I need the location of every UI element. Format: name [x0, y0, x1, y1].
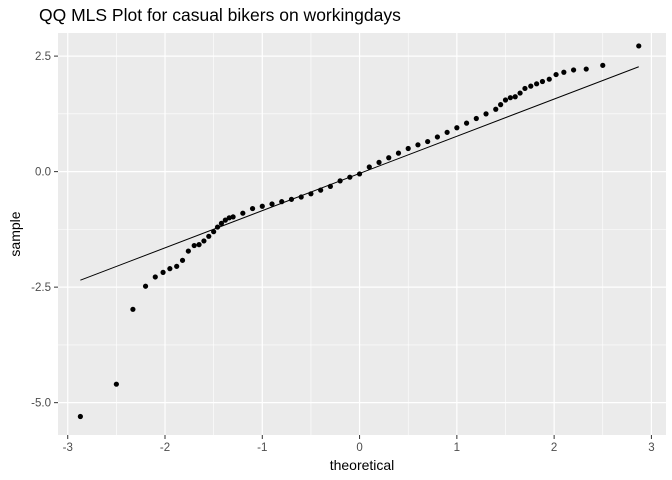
data-point [386, 155, 392, 161]
minor-gridlines [58, 33, 666, 435]
data-point [318, 187, 324, 193]
x-axis: -3 -2 -1 0 1 2 3 [63, 435, 655, 454]
data-point [196, 242, 202, 248]
data-point [512, 94, 518, 100]
data-point [222, 217, 228, 223]
data-point [539, 78, 546, 85]
y-tick-label: -2.5 [31, 282, 51, 294]
y-tick-label: 2.5 [35, 51, 51, 63]
x-tick-label: -3 [63, 442, 73, 454]
data-point [434, 134, 440, 140]
major-gridlines [58, 33, 666, 435]
data-point [498, 102, 504, 108]
data-point [425, 138, 431, 145]
data-point [77, 413, 83, 420]
data-point [269, 201, 275, 207]
data-point [546, 76, 552, 82]
data-point [636, 43, 642, 49]
data-point [483, 111, 489, 117]
data-point [327, 183, 333, 190]
data-point [113, 381, 119, 387]
data-point [517, 90, 523, 96]
data-point [130, 306, 136, 312]
data-point [528, 83, 534, 89]
data-point [259, 203, 265, 209]
data-point [600, 62, 606, 68]
data-point [240, 210, 246, 216]
data-point [337, 178, 343, 184]
y-tick-label: 0.0 [35, 167, 51, 179]
x-tick-label: 3 [648, 442, 654, 454]
data-point [502, 97, 509, 103]
data-point [279, 199, 285, 205]
data-point [405, 145, 411, 152]
y-tick-label: -5.0 [31, 398, 51, 410]
data-point [179, 257, 186, 263]
data-point [206, 233, 212, 239]
y-axis-title: sample [7, 211, 23, 256]
data-point [356, 171, 363, 177]
data-point [534, 81, 540, 87]
data-point [444, 129, 450, 135]
data-point [211, 229, 217, 235]
plot-panel [58, 33, 666, 435]
data-point [288, 196, 295, 202]
chart-title: QQ MLS Plot for casual bikers on working… [39, 5, 401, 25]
data-points [77, 43, 642, 420]
data-point [553, 71, 559, 78]
data-point [473, 115, 479, 122]
data-point [152, 274, 158, 280]
x-tick-label: -2 [160, 442, 170, 454]
data-point [226, 215, 232, 221]
data-point [142, 283, 149, 289]
data-point [160, 269, 166, 275]
data-point [298, 194, 304, 200]
x-tick-label: 0 [356, 442, 362, 454]
data-point [201, 238, 207, 244]
data-point [218, 220, 225, 226]
y-axis: -5.0 -2.5 0.0 2.5 [31, 51, 58, 410]
data-point [214, 224, 221, 230]
data-point [454, 125, 460, 131]
data-point [376, 159, 382, 165]
x-tick-label: 1 [454, 442, 460, 454]
data-point [493, 106, 499, 112]
x-tick-label: 2 [551, 442, 557, 454]
data-point [463, 120, 470, 126]
data-point [561, 69, 567, 75]
data-point [249, 205, 256, 212]
data-point [415, 142, 421, 148]
data-point [347, 174, 353, 180]
x-tick-label: -1 [257, 442, 267, 454]
data-point [366, 164, 372, 170]
data-point [583, 66, 589, 72]
data-point [230, 214, 236, 220]
data-point [395, 150, 402, 156]
data-point [522, 85, 528, 92]
data-point [308, 191, 314, 197]
data-point [185, 248, 191, 254]
x-axis-title: theoretical [330, 457, 395, 473]
data-point [174, 263, 180, 269]
data-point [191, 242, 197, 249]
data-point [570, 67, 577, 73]
data-point [507, 95, 513, 101]
data-point [167, 266, 173, 272]
